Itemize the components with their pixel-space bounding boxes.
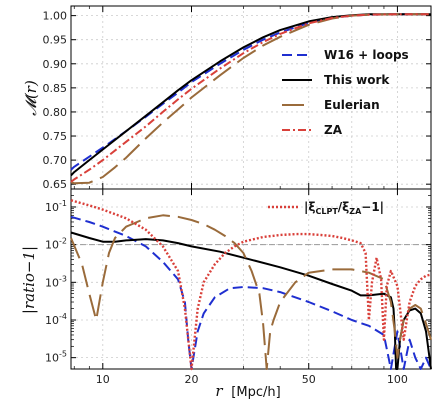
- top-grid: [71, 6, 431, 189]
- series-line-eulerian: [70, 214, 432, 370]
- bottom-y-axis-title: |ratio−1|: [20, 246, 38, 314]
- series-line--clpt-za-1-: [70, 199, 432, 371]
- top-legend: W16 + loops This work Eulerian ZA: [282, 48, 409, 137]
- x-axis-title-symbol: r: [215, 382, 223, 400]
- top-y-tick-label: 0.80: [43, 106, 68, 119]
- bottom-panel: 10-1 10-2 10-3 10-4 10-5 10 20 50 100 |ξCLPT/ξZ…: [20, 188, 432, 386]
- bottom-grid: [71, 189, 431, 369]
- top-panel: 0.65 0.70 0.75 0.80 0.85 0.90 0.95 1.00 W16 + l…: [22, 5, 432, 191]
- x-tick-label: 100: [387, 373, 408, 386]
- x-tick-label: 10: [96, 373, 110, 386]
- top-y-tick-label: 0.70: [43, 154, 68, 167]
- legend-label-ratio: |ξCLPT/ξZA−1|: [304, 200, 384, 216]
- top-y-tick-label: 1.00: [43, 10, 68, 23]
- bottom-x-ticks: 10 20 50 100: [73, 189, 408, 386]
- series-line-this-work: [70, 231, 432, 370]
- legend-label-w16: W16 + loops: [324, 48, 409, 62]
- top-y-tick-label: 0.65: [43, 178, 68, 191]
- legend-label-this_work: This work: [324, 73, 390, 87]
- top-y-axis-title: 𝓜(r): [22, 80, 40, 116]
- top-series: [70, 13, 431, 185]
- bottom-legend: |ξCLPT/ξZA−1|: [268, 200, 384, 216]
- bottom-series: [70, 199, 432, 371]
- bottom-y-tick-label: 10-3: [45, 274, 67, 289]
- series-line-w16-loops: [70, 215, 432, 370]
- top-x-ticks: [73, 6, 398, 189]
- series-line-this-work: [70, 13, 431, 177]
- legend-label-za: ZA: [324, 123, 343, 137]
- x-axis-title: r [Mpc/h]: [215, 382, 280, 400]
- bottom-plot-frame: [70, 188, 432, 370]
- x-tick-label: 20: [184, 373, 198, 386]
- bottom-y-ticks: 10-1 10-2 10-3 10-4 10-5: [45, 195, 431, 365]
- top-y-ticks: 0.65 0.70 0.75 0.80 0.85 0.90 0.95 1.00: [43, 10, 431, 191]
- legend-label-eulerian: Eulerian: [324, 98, 380, 112]
- bottom-y-tick-label: 10-5: [45, 350, 67, 365]
- series-line-w16-loops: [70, 13, 431, 171]
- x-tick-label: 50: [302, 373, 316, 386]
- series-line-za: [70, 13, 431, 183]
- top-y-tick-label: 0.90: [43, 58, 68, 71]
- top-y-tick-label: 0.95: [43, 34, 68, 47]
- bottom-y-tick-label: 10-1: [45, 199, 67, 214]
- bottom-y-tick-label: 10-4: [45, 312, 67, 327]
- top-y-tick-label: 0.75: [43, 130, 68, 143]
- x-axis-title-units: [Mpc/h]: [231, 385, 280, 400]
- bottom-y-tick-label: 10-2: [45, 237, 67, 252]
- top-y-tick-label: 0.85: [43, 82, 68, 95]
